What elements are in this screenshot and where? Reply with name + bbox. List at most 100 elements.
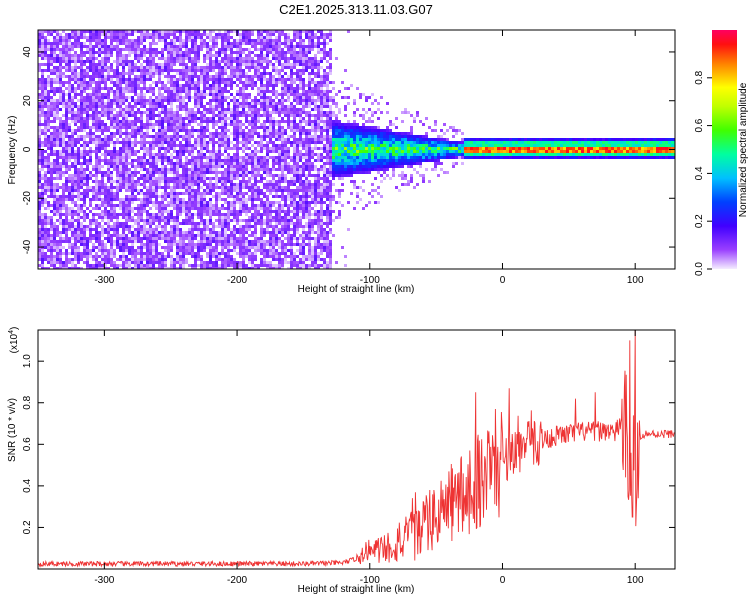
spectrogram-cell	[164, 156, 167, 159]
spectrogram-cell	[191, 255, 194, 258]
spectrogram-cell	[104, 105, 107, 108]
spectrogram-cell	[110, 174, 113, 177]
spectrogram-cell	[128, 168, 131, 171]
spectrogram-cell	[50, 30, 53, 33]
spectrogram-cell	[239, 249, 242, 252]
spectrogram-cell	[38, 45, 41, 48]
spectrogram-cell	[146, 99, 149, 102]
spectrogram-cell	[149, 186, 152, 189]
spectrogram-cell	[203, 204, 206, 207]
spectrogram-cell	[140, 42, 143, 45]
spectrogram-cell	[116, 192, 119, 195]
spectrogram-cell	[68, 237, 71, 240]
spectrogram-cell	[194, 30, 197, 33]
spectrogram-cell	[176, 105, 179, 108]
spectrogram-cell	[161, 132, 164, 135]
spectrogram-cell	[209, 57, 212, 60]
spectrogram-cell	[134, 105, 137, 108]
spectrogram-cell	[65, 54, 68, 57]
spectrogram-cell	[44, 159, 47, 162]
spectrogram-cell	[206, 207, 209, 210]
spectrogram-cell	[53, 204, 56, 207]
spectrogram-cell	[47, 84, 50, 87]
spectrogram-cell	[56, 144, 59, 147]
spectrogram-cell	[71, 36, 74, 39]
spectrogram-cell	[77, 147, 80, 150]
spectrogram-cell	[227, 195, 230, 198]
spectrogram-cell	[254, 66, 257, 69]
spectrogram-cell	[125, 156, 128, 159]
spectrogram-cell	[158, 252, 161, 255]
spectrogram-cell	[140, 123, 143, 126]
spectrogram-cell	[98, 102, 101, 105]
spectrogram-cell	[212, 84, 215, 87]
spectrogram-cell	[113, 222, 116, 225]
spectrogram-cell	[248, 186, 251, 189]
spectrogram-cell	[185, 183, 188, 186]
spectrogram-cell	[149, 165, 152, 168]
spectrogram-cell	[98, 69, 101, 72]
spectrogram-cell	[53, 54, 56, 57]
spectrogram-cell	[62, 147, 65, 150]
spectrogram-cell	[68, 198, 71, 201]
spectrogram-cell	[188, 57, 191, 60]
spectrogram-cell	[221, 72, 224, 75]
spectrogram-cell	[134, 69, 137, 72]
spectrogram-cell	[62, 231, 65, 234]
spectrogram-cell	[107, 231, 110, 234]
spectrogram-cell	[47, 54, 50, 57]
spectrogram-cell	[47, 117, 50, 120]
spectrogram-cell	[77, 66, 80, 69]
spectrogram-cell	[65, 258, 68, 261]
spectrogram-cell	[104, 210, 107, 213]
spectrogram-cell	[197, 210, 200, 213]
spectrogram-cell	[260, 42, 263, 45]
spectrogram-cell	[65, 45, 68, 48]
spectrogram-cell	[98, 162, 101, 165]
spectrogram-cell	[131, 186, 134, 189]
spectrogram-cell	[80, 72, 83, 75]
spectrogram-cell	[230, 87, 233, 90]
spectrogram-cell	[176, 231, 179, 234]
spectrogram-cell	[188, 51, 191, 54]
spectrogram-cell	[224, 57, 227, 60]
spectrogram-cell	[59, 99, 62, 102]
spectrogram-cell	[149, 231, 152, 234]
spectrogram-cell	[245, 156, 248, 159]
spectrogram-cell	[116, 195, 119, 198]
spectrogram-cell	[197, 150, 200, 153]
spectrogram-cell	[80, 66, 83, 69]
spectrogram-cell	[194, 84, 197, 87]
spectrogram-cell	[182, 123, 185, 126]
spectrogram-cell	[107, 222, 110, 225]
spectrogram-cell	[62, 153, 65, 156]
spectrogram-cell	[203, 30, 206, 33]
spectrogram-cell	[194, 36, 197, 39]
spectrogram-cell	[71, 60, 74, 63]
spectrogram-cell	[242, 234, 245, 237]
spectrogram-cell	[212, 162, 215, 165]
spectrogram-cell	[98, 63, 101, 66]
spectrogram-cell	[182, 60, 185, 63]
spectrogram-cell	[149, 42, 152, 45]
spectrogram-cell	[89, 222, 92, 225]
spectrogram-cell	[221, 249, 224, 252]
spectrogram-cell	[77, 36, 80, 39]
spectrogram-cell	[197, 216, 200, 219]
spectrogram-cell	[260, 81, 263, 84]
spectrogram-cell	[53, 39, 56, 42]
spectrogram-cell	[146, 219, 149, 222]
spectrogram-cell	[185, 204, 188, 207]
spectrogram-cell	[176, 135, 179, 138]
spectrogram-cell	[71, 165, 74, 168]
spectrogram-cell	[179, 228, 182, 231]
spectrogram-cell	[212, 96, 215, 99]
spectrogram-cell	[53, 42, 56, 45]
spectrogram-cell	[65, 36, 68, 39]
spectrogram-cell	[242, 150, 245, 153]
spectrogram-cell	[113, 132, 116, 135]
spectrogram-cell	[68, 243, 71, 246]
spectrogram-cell	[155, 141, 158, 144]
spectrogram-cell	[233, 159, 236, 162]
spectrogram-cell	[134, 90, 137, 93]
